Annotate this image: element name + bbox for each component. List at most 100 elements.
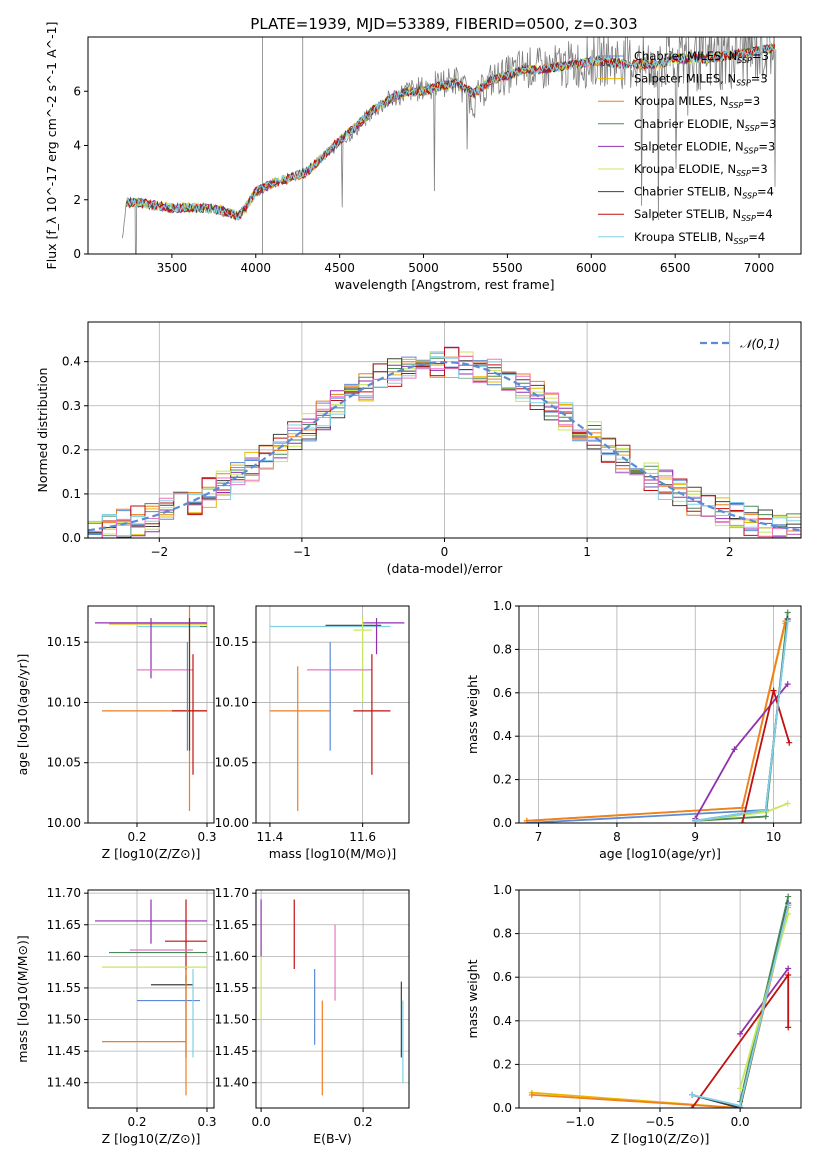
weight-marker <box>737 1030 744 1037</box>
panel-mass-weight-vs-Z: −1.0 −0.5 0.0 0.0 0.2 0.4 0.6 0.8 1.0 Z [log10(Z/… <box>465 883 802 1146</box>
x-tick-label: −1.0 <box>565 1115 594 1129</box>
weight-marker <box>762 806 769 813</box>
histogram-series <box>88 355 801 538</box>
plot-area <box>88 890 214 1108</box>
y-tick-label: 0.4 <box>493 1014 512 1028</box>
x-tick-label: 0 <box>441 545 449 559</box>
y-axis-label: mass weight <box>465 675 480 754</box>
panel-spectrum: Chabrier MILES, NSSP=3 Salpeter MILES, NS… <box>44 22 802 292</box>
y-tick-label: 11.70 <box>215 886 249 900</box>
y-tick-label: 0.6 <box>493 686 512 700</box>
x-tick-label: 0.0 <box>731 1115 750 1129</box>
x-tick-label: 9 <box>691 830 699 844</box>
y-tick-label: 11.60 <box>215 949 249 963</box>
y-tick-label: 0.4 <box>493 729 512 743</box>
y-tick-label: 10.10 <box>215 695 249 709</box>
weight-marker <box>784 800 791 807</box>
y-tick-label: 10.00 <box>47 816 81 830</box>
x-tick-label: 5500 <box>492 261 523 275</box>
y-tick-label: 10.15 <box>215 635 249 649</box>
weight-marker <box>785 902 792 909</box>
axes-frame <box>518 605 802 824</box>
panel-mass-vs-Z: 0.2 0.3 11.40 11.45 11.50 11.55 11.60 11.65 11.7… <box>15 886 217 1146</box>
legend-label: Salpeter MILES, NSSP=3 <box>634 72 768 88</box>
y-tick-label: 11.45 <box>47 1044 81 1058</box>
weight-marker <box>785 965 792 972</box>
plot-area <box>519 606 801 823</box>
x-tick-label: 0.0 <box>252 1115 271 1129</box>
y-tick-label: 4 <box>73 139 81 153</box>
weight-marker <box>785 893 792 900</box>
panel-mass-vs-ebv: 0.0 0.2 11.40 11.45 11.50 11.55 11.60 11.65 11.7… <box>215 886 410 1146</box>
model-line <box>126 43 775 221</box>
x-axis-label: wavelength [Angstrom, rest frame] <box>334 277 554 292</box>
plot-area <box>519 890 801 1108</box>
y-tick-label: 10.10 <box>47 695 81 709</box>
y-tick-label: 10.05 <box>47 756 81 770</box>
y-tick-label: 11.50 <box>215 1013 249 1027</box>
y-tick-label: 0.8 <box>493 927 512 941</box>
axes-frame <box>255 605 410 824</box>
y-tick-label: 10.15 <box>47 635 81 649</box>
y-tick-label: 0.2 <box>493 773 512 787</box>
axes-frame <box>87 605 215 824</box>
axes-frame <box>255 889 410 1109</box>
weight-marker <box>689 1091 696 1098</box>
x-tick-label: 10 <box>766 830 781 844</box>
y-tick-label: 0.2 <box>493 1057 512 1071</box>
x-tick-label: 1 <box>583 545 591 559</box>
y-axis-label: mass [log10(M/M⊙)] <box>15 935 30 1063</box>
axes-frame <box>87 889 215 1109</box>
y-tick-label: 0.2 <box>62 443 81 457</box>
y-tick-label: 0.4 <box>62 355 81 369</box>
panel-age-vs-Z: 0.2 0.3 10.00 10.05 10.10 10.15 Z [log10(Z/Z⊙)… <box>15 605 217 861</box>
y-tick-label: 0.1 <box>62 487 81 501</box>
legend-label: Chabrier MILES, NSSP=3 <box>634 49 769 65</box>
weight-marker <box>731 746 738 753</box>
x-tick-label: 4000 <box>240 261 271 275</box>
plot-area <box>122 37 777 254</box>
y-tick-label: 11.65 <box>47 918 81 932</box>
x-tick-label: −0.5 <box>645 1115 674 1129</box>
x-tick-label: 8 <box>613 830 621 844</box>
weight-marker <box>786 739 793 746</box>
legend-label: Kroupa MILES, NSSP=3 <box>634 94 760 110</box>
y-tick-label: 11.50 <box>47 1013 81 1027</box>
y-tick-label: 2 <box>73 193 81 207</box>
normal-curve <box>88 360 801 532</box>
y-tick-label: 11.45 <box>215 1044 249 1058</box>
x-tick-label: 0.2 <box>354 1115 373 1129</box>
x-tick-label: 6000 <box>576 261 607 275</box>
weight-line <box>739 913 790 1089</box>
y-tick-label: 11.60 <box>47 949 81 963</box>
legend-label: Kroupa STELIB, NSSP=4 <box>634 230 765 246</box>
y-tick-label: 11.65 <box>215 918 249 932</box>
plot-area <box>256 606 409 823</box>
y-tick-label: 0 <box>73 247 81 261</box>
plot-area <box>88 606 214 823</box>
y-tick-label: 10.05 <box>215 756 249 770</box>
y-tick-label: 1.0 <box>493 599 512 613</box>
panel-residuals: 𝒩(0,1) −2 −1 0 1 2 0.0 0.1 0.2 0.3 0.4 (data-model)… <box>35 321 802 576</box>
panel-age-vs-mass: 11.4 11.6 10.00 10.05 10.10 10.15 mass [log10(… <box>215 605 410 861</box>
y-tick-label: 11.55 <box>215 981 249 995</box>
legend-label: Salpeter STELIB, NSSP=4 <box>634 207 773 223</box>
legend-label: Kroupa ELODIE, NSSP=3 <box>634 162 768 178</box>
y-tick-label: 0.0 <box>493 1101 512 1115</box>
weight-marker <box>770 687 777 694</box>
y-tick-label: 11.40 <box>215 1076 249 1090</box>
y-tick-label: 0.0 <box>493 816 512 830</box>
x-axis-label: E(B-V) <box>313 1131 352 1146</box>
y-tick-label: 11.55 <box>47 981 81 995</box>
legend-label: Salpeter ELODIE, NSSP=3 <box>634 139 775 155</box>
y-axis-label: Normed distribution <box>35 368 50 493</box>
plot-area <box>256 890 409 1108</box>
plot-area <box>88 322 801 538</box>
x-tick-label: 0.3 <box>197 1115 216 1129</box>
panel-mass-weight-vs-age: 7 8 9 10 0.0 0.2 0.4 0.6 0.8 1.0 age [log10(age/yr… <box>465 599 802 861</box>
weight-marker <box>785 972 792 979</box>
y-tick-label: 10.00 <box>215 816 249 830</box>
x-tick-label: −1 <box>293 545 311 559</box>
y-tick-label: 1.0 <box>493 883 512 897</box>
